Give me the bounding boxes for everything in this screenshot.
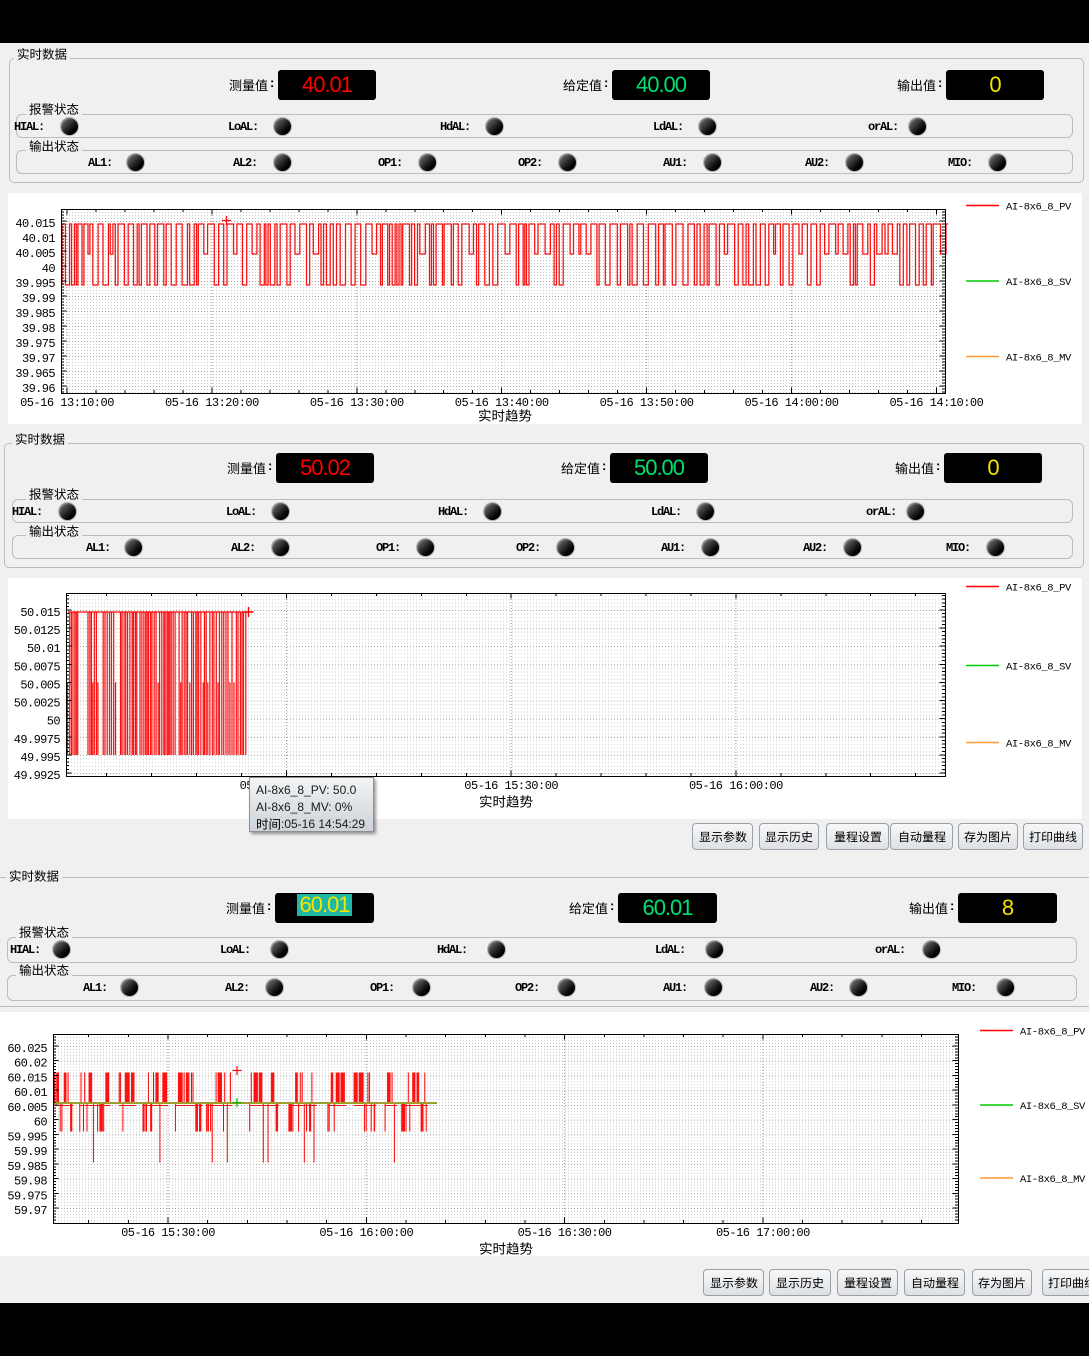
svg-text:40.005: 40.005 [15, 247, 55, 261]
svg-text:05-16 16:30:00: 05-16 16:30:00 [518, 1226, 612, 1240]
svg-text:AI-8x6_8_SV: AI-8x6_8_SV [1020, 1101, 1086, 1113]
svg-text:59.97: 59.97 [14, 1204, 47, 1218]
svg-text:50: 50 [47, 715, 61, 729]
svg-text:05-16 13:30:00: 05-16 13:30:00 [310, 396, 404, 410]
svg-text:59.995: 59.995 [7, 1130, 47, 1144]
svg-text:39.985: 39.985 [15, 307, 55, 321]
svg-text:AI-8x6_8_MV: AI-8x6_8_MV [1006, 353, 1072, 365]
svg-text:59.99: 59.99 [14, 1145, 47, 1159]
svg-text:05-16 17:00:00: 05-16 17:00:00 [716, 1226, 810, 1240]
svg-text:40.015: 40.015 [15, 217, 55, 231]
svg-text:05-16 13:20:00: 05-16 13:20:00 [165, 396, 259, 410]
svg-text:49.9975: 49.9975 [14, 733, 61, 747]
svg-text:AI-8x6_8_PV: AI-8x6_8_PV [1006, 583, 1072, 595]
svg-text:05-16 14:10:00: 05-16 14:10:00 [889, 396, 983, 410]
svg-text:05-16 15:30:00: 05-16 15:30:00 [464, 779, 558, 793]
svg-text:AI-8x6_8_SV: AI-8x6_8_SV [1006, 662, 1072, 674]
svg-text:AI-8x6_8_MV: AI-8x6_8_MV [1006, 739, 1072, 751]
svg-text:60.015: 60.015 [7, 1072, 47, 1086]
svg-text:60.005: 60.005 [7, 1101, 47, 1115]
svg-text:05-16 14:00:00: 05-16 14:00:00 [745, 396, 839, 410]
svg-text:40: 40 [42, 262, 56, 276]
svg-text:50.0075: 50.0075 [14, 660, 61, 674]
svg-text:50.01: 50.01 [27, 642, 60, 656]
svg-text:AI-8x6_8_PV: AI-8x6_8_PV [1020, 1027, 1086, 1039]
svg-text:50.0125: 50.0125 [14, 624, 61, 638]
svg-text:49.995: 49.995 [20, 751, 60, 765]
svg-text:40.01: 40.01 [22, 232, 55, 246]
svg-text:AI-8x6_8_PV: AI-8x6_8_PV [1006, 202, 1072, 214]
svg-text:05-16 13:50:00: 05-16 13:50:00 [600, 396, 694, 410]
svg-text:05-16 13:40:00: 05-16 13:40:00 [455, 396, 549, 410]
svg-text:50.015: 50.015 [20, 606, 60, 620]
svg-text:60: 60 [34, 1116, 48, 1130]
svg-text:50.0025: 50.0025 [14, 697, 61, 711]
svg-text:39.965: 39.965 [15, 367, 55, 381]
svg-text:39.975: 39.975 [15, 337, 55, 351]
svg-text:60.025: 60.025 [7, 1042, 47, 1056]
svg-text:59.98: 59.98 [14, 1175, 47, 1189]
svg-text:49.9925: 49.9925 [14, 769, 61, 783]
svg-text:AI-8x6_8_SV: AI-8x6_8_SV [1006, 277, 1072, 289]
svg-text:39.96: 39.96 [22, 382, 55, 396]
svg-text:39.99: 39.99 [22, 292, 55, 306]
svg-text:50.005: 50.005 [20, 678, 60, 692]
svg-text:60.01: 60.01 [14, 1086, 47, 1100]
svg-text:39.97: 39.97 [22, 352, 55, 366]
svg-text:05-16 15:30:00: 05-16 15:30:00 [121, 1226, 215, 1240]
svg-text:39.98: 39.98 [22, 322, 55, 336]
svg-text:05-16 16:00:00: 05-16 16:00:00 [319, 1226, 413, 1240]
svg-text:59.975: 59.975 [7, 1189, 47, 1203]
svg-text:60.02: 60.02 [14, 1057, 47, 1071]
svg-text:05-16 13:10:00: 05-16 13:10:00 [20, 396, 114, 410]
svg-text:05-16 16:00:00: 05-16 16:00:00 [689, 779, 783, 793]
svg-text:AI-8x6_8_MV: AI-8x6_8_MV [1020, 1174, 1086, 1186]
svg-text:59.985: 59.985 [7, 1160, 47, 1174]
svg-text:39.995: 39.995 [15, 277, 55, 291]
